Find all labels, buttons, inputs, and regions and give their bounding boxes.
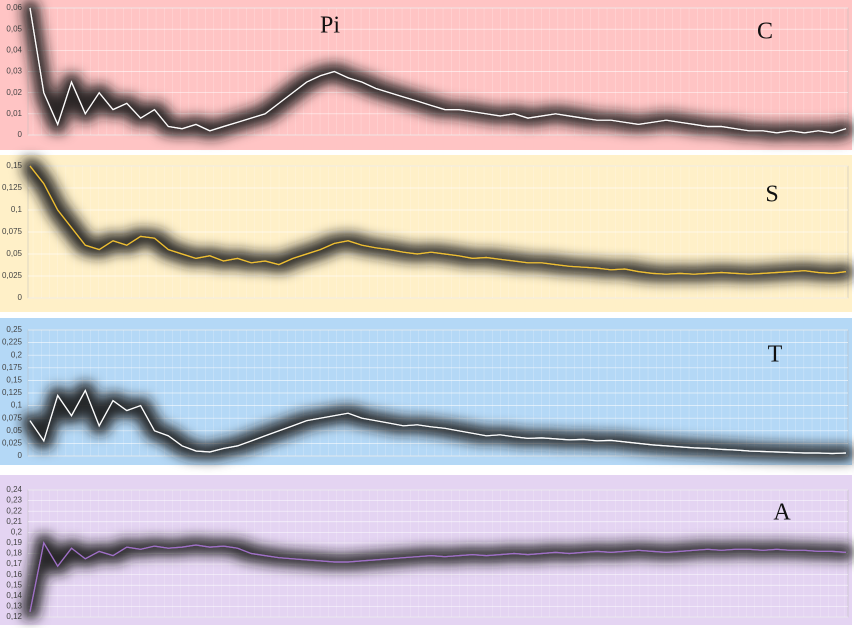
y-tick-label: 0,025 bbox=[2, 271, 23, 280]
y-tick-label: 0,1 bbox=[11, 401, 23, 410]
y-tick-label: 0,125 bbox=[2, 183, 23, 192]
y-tick-label: 0,02 bbox=[6, 88, 22, 97]
y-tick-label: 0,14 bbox=[6, 591, 22, 600]
y-tick-label: 0,24 bbox=[6, 485, 22, 494]
chart-title: C bbox=[757, 19, 773, 45]
y-tick-label: 0,15 bbox=[6, 376, 22, 385]
y-tick-label: 0,05 bbox=[6, 426, 22, 435]
chart-title: T bbox=[768, 342, 783, 368]
y-tick-label: 0,15 bbox=[6, 580, 22, 589]
y-tick-label: 0,19 bbox=[6, 538, 22, 547]
y-tick-label: 0,075 bbox=[2, 227, 23, 236]
y-tick-label: 0,13 bbox=[6, 602, 22, 611]
y-tick-label: 0,01 bbox=[6, 109, 22, 118]
y-tick-label: 0,15 bbox=[6, 161, 22, 170]
y-tick-label: 0,22 bbox=[6, 506, 22, 515]
y-tick-label: 0,025 bbox=[2, 439, 23, 448]
y-tick-label: 0,04 bbox=[6, 45, 22, 54]
y-tick-label: 0,23 bbox=[6, 496, 22, 505]
y-tick-label: 0,05 bbox=[6, 249, 22, 258]
y-tick-label: 0,25 bbox=[6, 325, 22, 334]
y-tick-label: 0,03 bbox=[6, 67, 22, 76]
y-tick-label: 0,2 bbox=[11, 350, 23, 359]
y-tick-label: 0 bbox=[18, 451, 23, 460]
data-line bbox=[29, 165, 847, 275]
chart-panel: 0 0,025 0,05 0,075 0,1 0,125 0,15 S bbox=[0, 155, 852, 312]
y-tick-label: 0,05 bbox=[6, 24, 22, 33]
y-tick-label: 0 bbox=[18, 130, 23, 139]
y-tick-label: 0 bbox=[18, 293, 23, 302]
y-tick-label: 0,175 bbox=[2, 363, 23, 372]
data-line bbox=[29, 7, 847, 134]
chart-panel: 0 0,01 0,02 0,03 0,04 0,05 0,06 C Pi bbox=[0, 0, 852, 150]
y-tick-label: 0,125 bbox=[2, 388, 23, 397]
y-tick-label: 0,21 bbox=[6, 517, 22, 526]
y-tick-label: 0,06 bbox=[6, 3, 22, 12]
y-tick-label: 0,075 bbox=[2, 413, 23, 422]
data-line bbox=[29, 389, 847, 455]
chart-panel: 0,120,13 0,14 0,150,16 0,170,18 0,19 0,20,21 0… bbox=[0, 475, 852, 625]
annotation: Pi bbox=[320, 13, 340, 39]
chart-title: A bbox=[773, 500, 791, 526]
chart-title: S bbox=[765, 182, 778, 208]
y-tick-label: 0,225 bbox=[2, 338, 23, 347]
y-tick-label: 0,17 bbox=[6, 559, 22, 568]
y-tick-label: 0,16 bbox=[6, 570, 22, 579]
y-tick-label: 0,1 bbox=[11, 205, 23, 214]
y-tick-label: 0,2 bbox=[11, 527, 23, 536]
chart-panel: 0 0,025 0,05 0,075 0,1 0,125 0,15 0,175 0,2 0,225… bbox=[0, 318, 852, 465]
y-tick-label: 0,18 bbox=[6, 549, 22, 558]
data-line bbox=[29, 541, 847, 612]
y-tick-label: 0,12 bbox=[6, 612, 22, 621]
